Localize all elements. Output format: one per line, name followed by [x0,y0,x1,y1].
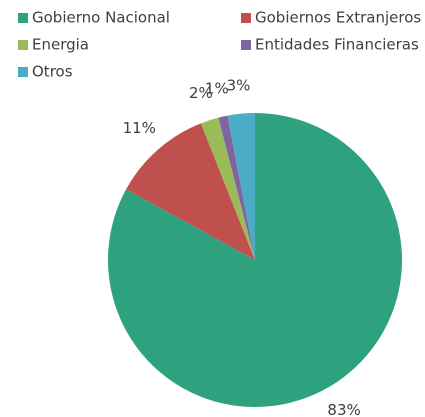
data-label: 83% [327,401,360,417]
legend-label: Gobierno Nacional [32,9,170,27]
legend-label: Entidades Financieras [255,36,419,54]
pie-slice [200,117,255,260]
legend-swatch [241,13,251,23]
data-label: 2% [189,84,213,102]
legend-swatch [241,40,251,50]
pie-slice [227,113,255,260]
legend-label: Otros [32,63,73,81]
data-label: 11% [123,119,156,137]
pie-slice [218,115,255,260]
legend-label: Energia [32,36,89,54]
data-label: 3% [227,76,251,94]
data-label: 1% [205,80,229,98]
pie-slice [126,123,255,261]
legend-label: Gobiernos Extranjeros [255,9,421,27]
legend-swatch [18,13,28,23]
legend-swatch [18,40,28,50]
legend-swatch [18,67,28,77]
